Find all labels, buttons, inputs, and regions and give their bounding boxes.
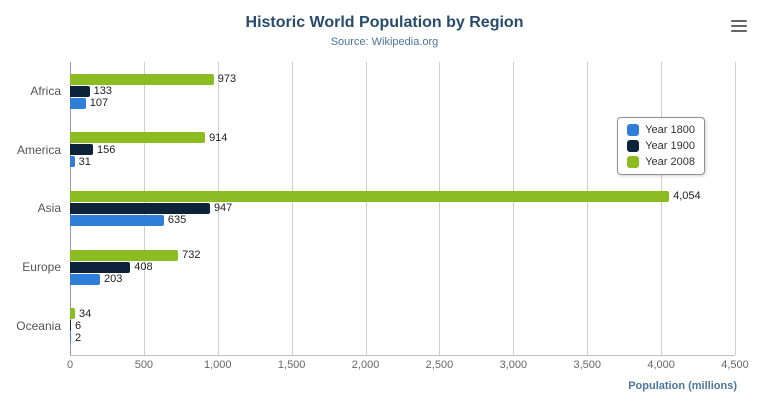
x-tick-label: 1,000 (204, 359, 232, 371)
legend-label: Year 2008 (645, 156, 695, 168)
bar-line: 31 (70, 155, 735, 168)
category-row: Africa 973 133 107 (30, 62, 735, 121)
gridline (365, 62, 367, 355)
legend-label: Year 1900 (645, 140, 695, 152)
legend-swatch-icon (627, 140, 640, 152)
bar-year-1900-europe[interactable] (70, 261, 131, 273)
bar-year-1900-oceania[interactable] (70, 320, 71, 332)
bar-value-label: 732 (182, 249, 201, 262)
category-row: America 914 156 31 (17, 121, 735, 180)
bar-line: 34 (70, 307, 735, 320)
menu-bar (731, 20, 747, 22)
gridline (513, 62, 515, 355)
legend-swatch-icon (627, 124, 640, 136)
category-label: Asia (37, 201, 61, 216)
bar-year-1800-oceania[interactable] (70, 332, 71, 344)
bar-line: 635 (70, 214, 735, 227)
x-tick-label: 2,500 (425, 359, 454, 371)
bar-year-2008-oceania[interactable] (70, 308, 76, 320)
legend-item-year-1900[interactable]: Year 1900 (627, 140, 695, 152)
legend-swatch-icon (627, 156, 640, 168)
bar-line: 107 (70, 97, 735, 110)
gridline (291, 62, 293, 355)
bar-line: 408 (70, 261, 735, 274)
plot-area: Africa 973 133 107 America 914 156 31 Asia 4,054 9… (16, 62, 736, 356)
bar-year-1800-europe[interactable] (70, 273, 100, 285)
bar-line: 203 (70, 273, 735, 286)
legend-item-year-1800[interactable]: Year 1800 (627, 124, 695, 136)
x-tick-label: 500 (134, 359, 154, 371)
category-label: Africa (30, 84, 61, 99)
bar-value-label: 914 (209, 131, 228, 144)
bar-year-1900-america[interactable] (70, 144, 94, 156)
bar-line: 6 (70, 319, 735, 332)
bar-value-label: 635 (167, 214, 187, 227)
x-tick-label: 1,500 (277, 359, 306, 371)
category-label: America (16, 142, 61, 157)
hamburger-menu-icon[interactable] (731, 20, 747, 32)
bar-value-label: 408 (134, 261, 153, 274)
bar-value-label: 107 (89, 97, 109, 110)
category-label: Oceania (16, 318, 61, 333)
bar-value-label: 2 (74, 331, 82, 344)
menu-bar (731, 30, 747, 32)
x-tick-label: 0 (66, 359, 74, 371)
x-tick-label: 3,000 (499, 359, 528, 371)
bar-value-label: 6 (74, 319, 82, 332)
legend-item-year-2008[interactable]: Year 2008 (627, 156, 695, 168)
bar-year-1800-america[interactable] (70, 156, 75, 168)
x-axis-tick-labels: 0 500 1,000 1,500 2,000 2,500 3,000 3,500 4,000 4… (66, 359, 749, 373)
menu-bar (731, 25, 747, 27)
bar-year-1800-africa[interactable] (70, 97, 86, 109)
x-tick-label: 4,500 (721, 359, 749, 371)
bar-year-2008-america[interactable] (70, 132, 206, 144)
bar-line: 156 (70, 143, 735, 156)
bar-value-label: 133 (93, 85, 112, 98)
bar-value-label: 973 (217, 73, 237, 86)
x-axis-title: Population (millions) (628, 380, 737, 392)
chart-title: Historic World Population by Region (245, 14, 524, 31)
gridline (439, 62, 441, 355)
bar-year-1800-asia[interactable] (70, 214, 164, 226)
bar-year-2008-africa[interactable] (70, 73, 214, 85)
x-tick-label: 4,000 (647, 359, 675, 371)
bar-value-label: 34 (79, 307, 92, 320)
bar-value-label: 156 (97, 143, 116, 156)
x-tick-label: 3,500 (573, 359, 601, 371)
bar-line: 973 (70, 73, 735, 86)
bar-year-1900-asia[interactable] (70, 202, 210, 214)
bar-value-label: 4,054 (673, 190, 701, 203)
bar-value-label: 31 (78, 155, 91, 168)
x-tick-label: 2,000 (351, 359, 380, 371)
bar-line: 732 (70, 249, 735, 262)
chart-subtitle: Source: Wikipedia.org (330, 36, 439, 48)
gridline (587, 62, 589, 355)
legend-label: Year 1800 (645, 124, 695, 136)
bar-line: 4,054 (70, 190, 735, 203)
bar-line: 2 (70, 331, 735, 344)
bar-value-label: 947 (213, 202, 233, 215)
category-row: Europe 732 408 203 (22, 238, 735, 297)
bar-rows: Africa 973 133 107 America 914 156 31 Asia 4,054 9… (16, 62, 735, 355)
gridline (661, 62, 663, 355)
category-row: Oceania 34 6 2 (16, 296, 735, 355)
bar-line: 947 (70, 202, 735, 215)
gridline (735, 62, 736, 355)
category-row: Asia 4,054 947 635 (38, 179, 735, 238)
bar-year-1900-africa[interactable] (70, 85, 90, 97)
bar-line: 133 (70, 85, 735, 98)
legend: Year 1800 Year 1900 Year 2008 (617, 117, 705, 175)
bar-value-label: 203 (103, 273, 123, 286)
bar-year-2008-europe[interactable] (70, 249, 179, 261)
category-label: Europe (22, 260, 61, 275)
bar-year-2008-asia[interactable] (70, 190, 670, 202)
bar-line: 914 (70, 131, 735, 144)
gridline (217, 62, 219, 355)
